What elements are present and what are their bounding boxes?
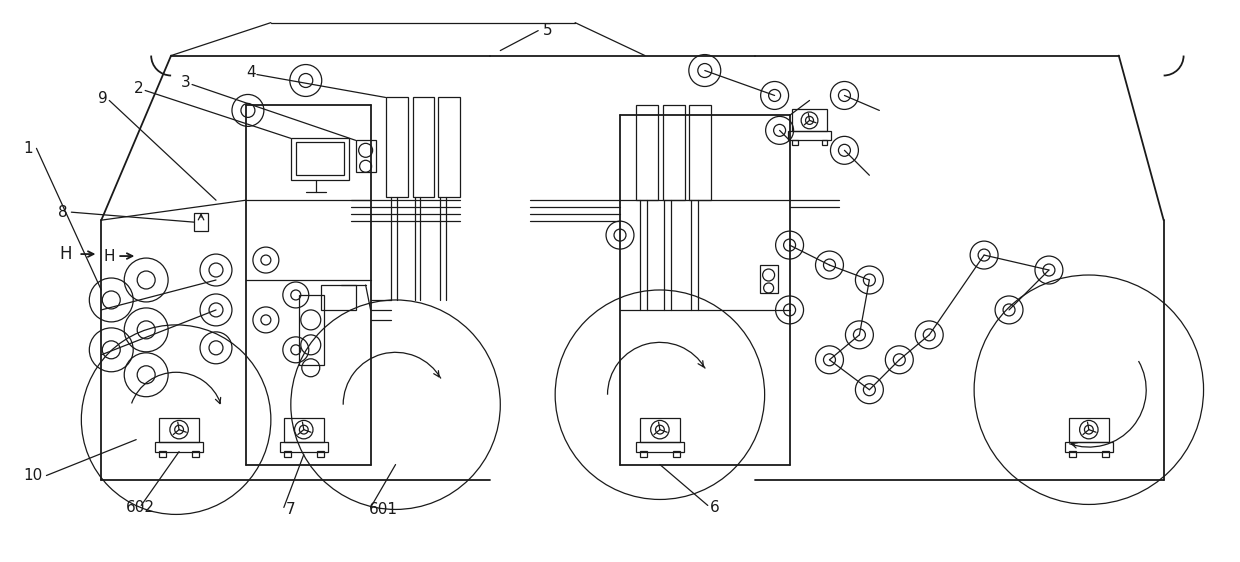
Bar bbox=[787, 132, 832, 140]
Bar bbox=[1069, 451, 1075, 456]
Bar bbox=[1065, 442, 1114, 452]
Text: 6: 6 bbox=[709, 500, 719, 515]
Bar bbox=[356, 140, 376, 173]
Text: 601: 601 bbox=[368, 502, 398, 517]
Bar bbox=[284, 451, 290, 456]
Bar bbox=[663, 106, 684, 200]
Bar bbox=[822, 140, 827, 145]
Bar bbox=[439, 97, 460, 197]
Text: H: H bbox=[60, 245, 72, 263]
Bar bbox=[280, 442, 327, 452]
Bar bbox=[673, 451, 680, 456]
Bar bbox=[791, 110, 827, 132]
Bar bbox=[296, 142, 343, 175]
Bar bbox=[192, 451, 198, 456]
Bar bbox=[689, 106, 711, 200]
Bar bbox=[1102, 451, 1109, 456]
Text: 9: 9 bbox=[98, 91, 108, 106]
Bar bbox=[636, 106, 658, 200]
Bar bbox=[160, 451, 166, 456]
Bar bbox=[317, 451, 324, 456]
Bar bbox=[760, 265, 777, 293]
Text: 4: 4 bbox=[246, 65, 255, 80]
Bar bbox=[160, 418, 198, 442]
Text: 10: 10 bbox=[24, 468, 42, 483]
Bar bbox=[413, 97, 434, 197]
Bar bbox=[155, 442, 203, 452]
Bar bbox=[640, 451, 647, 456]
Bar bbox=[1069, 418, 1109, 442]
Text: H: H bbox=[103, 248, 115, 264]
Text: 5: 5 bbox=[543, 23, 553, 38]
Bar bbox=[640, 418, 680, 442]
Bar bbox=[791, 140, 797, 145]
Bar bbox=[321, 285, 356, 310]
Bar bbox=[386, 97, 408, 197]
Text: 8: 8 bbox=[58, 205, 68, 220]
Bar bbox=[284, 418, 324, 442]
Bar bbox=[193, 213, 208, 231]
Text: 602: 602 bbox=[126, 500, 155, 515]
Bar bbox=[291, 138, 348, 180]
Text: 1: 1 bbox=[24, 141, 33, 156]
Bar bbox=[636, 442, 684, 452]
Text: 7: 7 bbox=[286, 502, 295, 517]
Text: 3: 3 bbox=[181, 75, 191, 90]
Text: 2: 2 bbox=[134, 81, 144, 96]
Bar bbox=[299, 295, 324, 365]
